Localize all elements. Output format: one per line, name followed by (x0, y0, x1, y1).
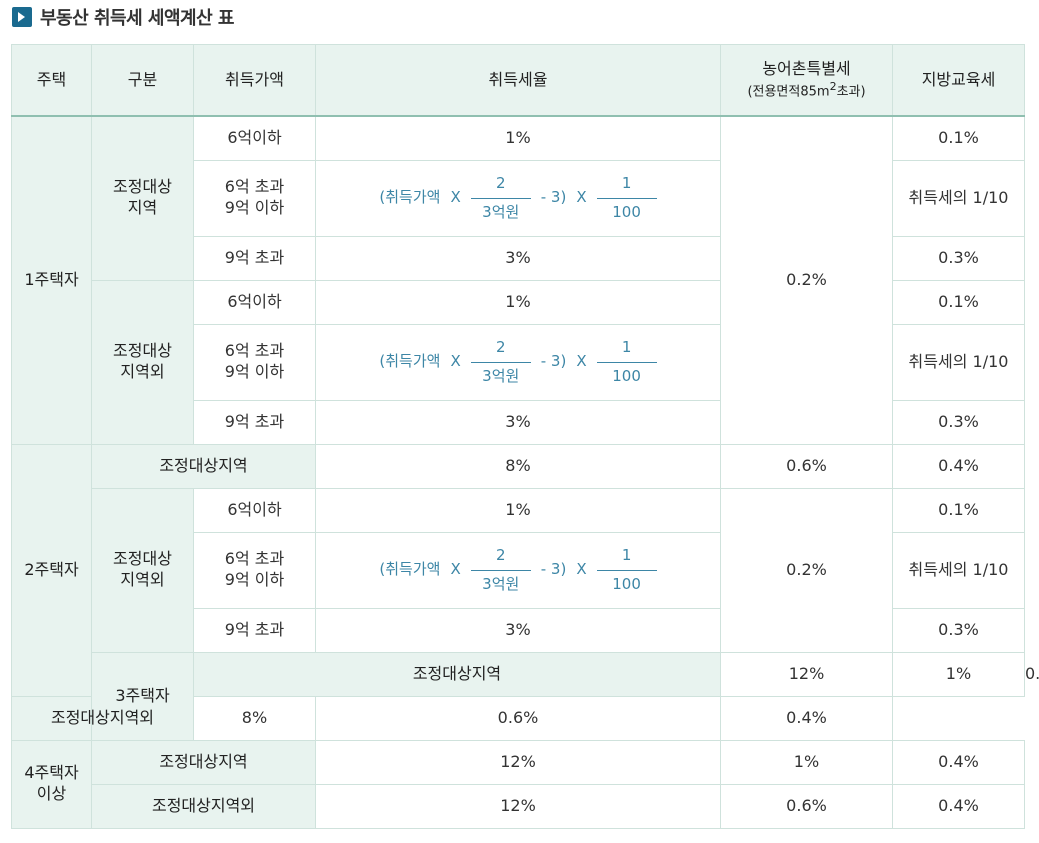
price-cell: 6억 초과 9억 이하 (193, 323, 316, 401)
edu-cell: 취득세의 1/10 (892, 159, 1025, 237)
category-non-adjusted: 조정대상 지역외 (91, 279, 194, 445)
rate-formula: (취득가액 X 2 3억원 - 3) X 1 100 (379, 546, 657, 594)
house-2: 2주택자 (11, 443, 92, 697)
rate-cell: 12% (720, 651, 893, 697)
edu-cell: 0.4% (892, 783, 1025, 829)
category-non-adjusted-full: 조정대상지역외 (91, 783, 316, 829)
header-house: 주택 (11, 44, 92, 117)
rate-cell: 1% (315, 487, 721, 533)
rate-cell: 12% (315, 739, 721, 785)
category-adjusted-full: 조정대상지역 (193, 651, 721, 697)
category-adjusted-full: 조정대상지역 (91, 443, 316, 489)
rate-formula-cell: (취득가액 X 2 3억원 - 3) X 1 100 (315, 323, 721, 401)
rural-cell: 0.6% (720, 443, 893, 489)
edu-cell: 0.4% (892, 739, 1025, 785)
rate-formula-cell: (취득가액 X 2 3억원 - 3) X 1 100 (315, 159, 721, 237)
rural-cell: 0.2% (720, 487, 893, 653)
title-bar: 부동산 취득세 세액계산 표 (12, 4, 234, 30)
category-adjusted: 조정대상 지역 (91, 115, 194, 281)
rate-cell: 3% (315, 399, 721, 445)
category-non-adjusted: 조정대상 지역외 (91, 487, 194, 653)
price-cell: 9억 초과 (193, 607, 316, 653)
edu-cell: 0.1% (892, 279, 1025, 325)
rate-cell: 8% (315, 443, 721, 489)
edu-cell: 0.3% (892, 607, 1025, 653)
tax-table: 주택 구분 취득가액 취득세율 농어촌특별세 (전용면적85m2초과) 지방교육… (11, 44, 1039, 829)
edu-cell: 0.3% (892, 399, 1025, 445)
header-rural-title: 농어촌특별세 (762, 58, 851, 78)
price-cell: 9억 초과 (193, 399, 316, 445)
rate-formula: (취득가액 X 2 3억원 - 3) X 1 100 (379, 174, 657, 222)
category-adjusted-full: 조정대상지역 (91, 739, 316, 785)
edu-cell: 0.4% (892, 443, 1025, 489)
edu-cell: 취득세의 1/10 (892, 323, 1025, 401)
edu-cell: 0.3% (892, 235, 1025, 281)
header-category: 구분 (91, 44, 194, 117)
house-1: 1주택자 (11, 115, 92, 445)
rural-cell: 0.6% (315, 695, 721, 741)
header-price: 취득가액 (193, 44, 316, 117)
header-rural: 농어촌특별세 (전용면적85m2초과) (720, 44, 893, 117)
rate-cell: 3% (315, 235, 721, 281)
price-cell: 6억이하 (193, 279, 316, 325)
edu-cell: 취득세의 1/10 (892, 531, 1025, 609)
edu-cell: 0.1% (892, 115, 1025, 161)
price-cell: 9억 초과 (193, 235, 316, 281)
rate-cell: 12% (315, 783, 721, 829)
rural-cell: 0.6% (720, 783, 893, 829)
rate-cell: 1% (315, 115, 721, 161)
edu-cell: 0.4% (720, 695, 893, 741)
header-rate: 취득세율 (315, 44, 721, 117)
house-4-plus: 4주택자 이상 (11, 739, 92, 829)
arrow-right-icon (12, 7, 32, 27)
rate-cell: 1% (315, 279, 721, 325)
rate-formula: (취득가액 X 2 3억원 - 3) X 1 100 (379, 338, 657, 386)
rural-cell: 1% (720, 739, 893, 785)
header-rural-sub: (전용면적85m2초과) (747, 79, 866, 100)
rate-cell: 8% (193, 695, 316, 741)
rural-cell: 0.2% (720, 115, 893, 445)
rate-formula-cell: (취득가액 X 2 3억원 - 3) X 1 100 (315, 531, 721, 609)
rural-cell: 1% (892, 651, 1025, 697)
price-cell: 6억이하 (193, 487, 316, 533)
edu-cell: 0.1% (892, 487, 1025, 533)
page-title: 부동산 취득세 세액계산 표 (40, 8, 234, 29)
price-cell: 6억이하 (193, 115, 316, 161)
price-cell: 6억 초과 9억 이하 (193, 159, 316, 237)
header-edu: 지방교육세 (892, 44, 1025, 117)
rate-cell: 3% (315, 607, 721, 653)
price-cell: 6억 초과 9억 이하 (193, 531, 316, 609)
